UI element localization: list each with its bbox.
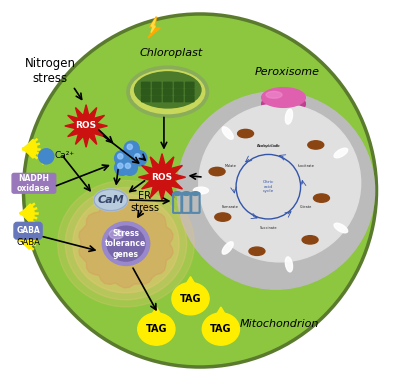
Ellipse shape <box>58 181 194 307</box>
Wedge shape <box>39 151 47 164</box>
FancyBboxPatch shape <box>152 96 161 102</box>
Ellipse shape <box>109 229 124 239</box>
Ellipse shape <box>131 70 205 114</box>
Circle shape <box>135 154 140 159</box>
Ellipse shape <box>222 127 233 139</box>
FancyBboxPatch shape <box>152 82 161 88</box>
Circle shape <box>127 144 132 149</box>
Ellipse shape <box>65 187 187 300</box>
Text: Peroxisome: Peroxisome <box>255 67 320 77</box>
Wedge shape <box>24 139 37 158</box>
FancyBboxPatch shape <box>152 89 161 95</box>
Text: Fumarate: Fumarate <box>222 205 239 209</box>
FancyBboxPatch shape <box>142 89 150 95</box>
Circle shape <box>114 160 130 175</box>
Ellipse shape <box>199 104 361 262</box>
Text: Oxaloacetate: Oxaloacetate <box>256 144 280 148</box>
Circle shape <box>118 163 123 168</box>
Ellipse shape <box>193 187 208 194</box>
Text: Chloroplast: Chloroplast <box>140 48 203 58</box>
Ellipse shape <box>172 283 209 315</box>
Text: TAG: TAG <box>180 294 201 304</box>
Text: Stress
tolerance
genes: Stress tolerance genes <box>105 229 147 259</box>
Ellipse shape <box>262 93 305 115</box>
Circle shape <box>125 163 130 168</box>
FancyBboxPatch shape <box>174 96 183 102</box>
Ellipse shape <box>302 236 318 244</box>
Text: Malate: Malate <box>224 164 236 168</box>
Ellipse shape <box>334 148 348 158</box>
Ellipse shape <box>134 72 201 108</box>
FancyBboxPatch shape <box>174 82 183 88</box>
Polygon shape <box>216 307 226 315</box>
Wedge shape <box>21 204 34 223</box>
Text: ROS: ROS <box>76 122 97 130</box>
FancyBboxPatch shape <box>164 96 172 102</box>
Text: Acetyl-CoA: Acetyl-CoA <box>257 144 280 148</box>
Text: GABA: GABA <box>16 226 40 235</box>
Text: Succinate: Succinate <box>260 226 277 230</box>
FancyBboxPatch shape <box>164 89 172 95</box>
Polygon shape <box>65 105 107 147</box>
Circle shape <box>122 160 137 175</box>
Text: TAG: TAG <box>146 324 167 334</box>
Text: Nitrogen
stress: Nitrogen stress <box>24 57 76 85</box>
Ellipse shape <box>308 141 324 149</box>
Polygon shape <box>138 154 186 201</box>
FancyBboxPatch shape <box>186 82 194 88</box>
FancyBboxPatch shape <box>164 82 172 88</box>
Ellipse shape <box>249 247 265 255</box>
FancyBboxPatch shape <box>12 173 56 193</box>
Polygon shape <box>151 19 156 33</box>
FancyBboxPatch shape <box>142 82 150 88</box>
Text: Ca²⁺: Ca²⁺ <box>55 151 75 160</box>
Circle shape <box>114 150 130 166</box>
Polygon shape <box>186 277 195 284</box>
Circle shape <box>132 150 147 166</box>
Text: Mitochondrion: Mitochondrion <box>240 319 320 329</box>
Text: GABA: GABA <box>16 238 40 247</box>
Ellipse shape <box>262 88 305 107</box>
Polygon shape <box>152 307 161 315</box>
Ellipse shape <box>102 222 150 266</box>
Circle shape <box>39 149 54 164</box>
Text: NADPH
oxidase: NADPH oxidase <box>17 174 50 193</box>
Ellipse shape <box>238 130 254 138</box>
Ellipse shape <box>209 167 225 176</box>
Ellipse shape <box>107 226 145 261</box>
Text: ER
stress: ER stress <box>130 191 160 213</box>
Ellipse shape <box>94 189 128 211</box>
Ellipse shape <box>266 91 282 98</box>
Ellipse shape <box>73 194 179 293</box>
FancyBboxPatch shape <box>142 96 150 102</box>
Ellipse shape <box>314 194 330 202</box>
Polygon shape <box>79 199 173 288</box>
FancyBboxPatch shape <box>186 96 194 102</box>
Ellipse shape <box>222 242 233 254</box>
Text: CaM: CaM <box>98 195 124 205</box>
Ellipse shape <box>285 109 292 124</box>
Ellipse shape <box>334 223 348 233</box>
Polygon shape <box>148 17 160 38</box>
Circle shape <box>118 154 123 159</box>
Circle shape <box>24 14 376 367</box>
FancyBboxPatch shape <box>186 89 194 95</box>
Text: Citrate: Citrate <box>300 205 312 209</box>
FancyBboxPatch shape <box>174 89 183 95</box>
Text: TAG: TAG <box>210 324 232 334</box>
Circle shape <box>124 141 139 156</box>
Ellipse shape <box>177 92 375 289</box>
Text: Isocitrate: Isocitrate <box>298 164 314 168</box>
Ellipse shape <box>202 313 240 345</box>
Ellipse shape <box>127 66 208 117</box>
Ellipse shape <box>138 313 175 345</box>
Ellipse shape <box>285 257 292 272</box>
FancyBboxPatch shape <box>14 223 42 239</box>
Text: Citric
acid
cycle: Citric acid cycle <box>263 180 274 193</box>
Ellipse shape <box>215 213 231 221</box>
Text: ROS: ROS <box>152 173 173 182</box>
Wedge shape <box>20 231 33 249</box>
